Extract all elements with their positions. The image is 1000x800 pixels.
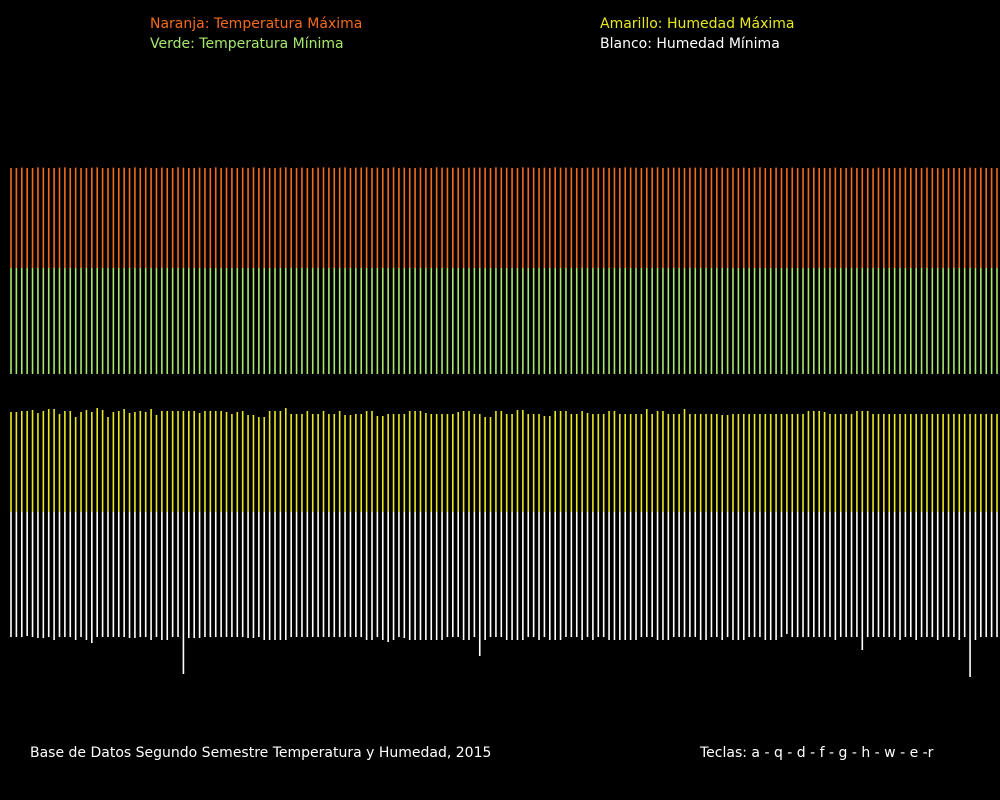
footer-title: Base de Datos Segundo Semestre Temperatu… (30, 745, 492, 761)
legend-left: Naranja: Temperatura Máxima Verde: Tempe… (150, 14, 362, 54)
legend-white: Blanco: Humedad Mínima (600, 36, 780, 52)
series-white (10, 512, 998, 677)
legend-right: Amarillo: Humedad Máxima Blanco: Humedad… (600, 14, 794, 54)
legend-green: Verde: Temperatura Mínima (150, 36, 344, 52)
legend-yellow: Amarillo: Humedad Máxima (600, 16, 795, 32)
legend-orange: Naranja: Temperatura Máxima (150, 16, 363, 32)
series-orange (10, 167, 998, 268)
footer-keys: Teclas: a - q - d - f - g - h - w - e -r (700, 745, 934, 761)
series-yellow (10, 408, 998, 512)
series-green (10, 268, 998, 375)
